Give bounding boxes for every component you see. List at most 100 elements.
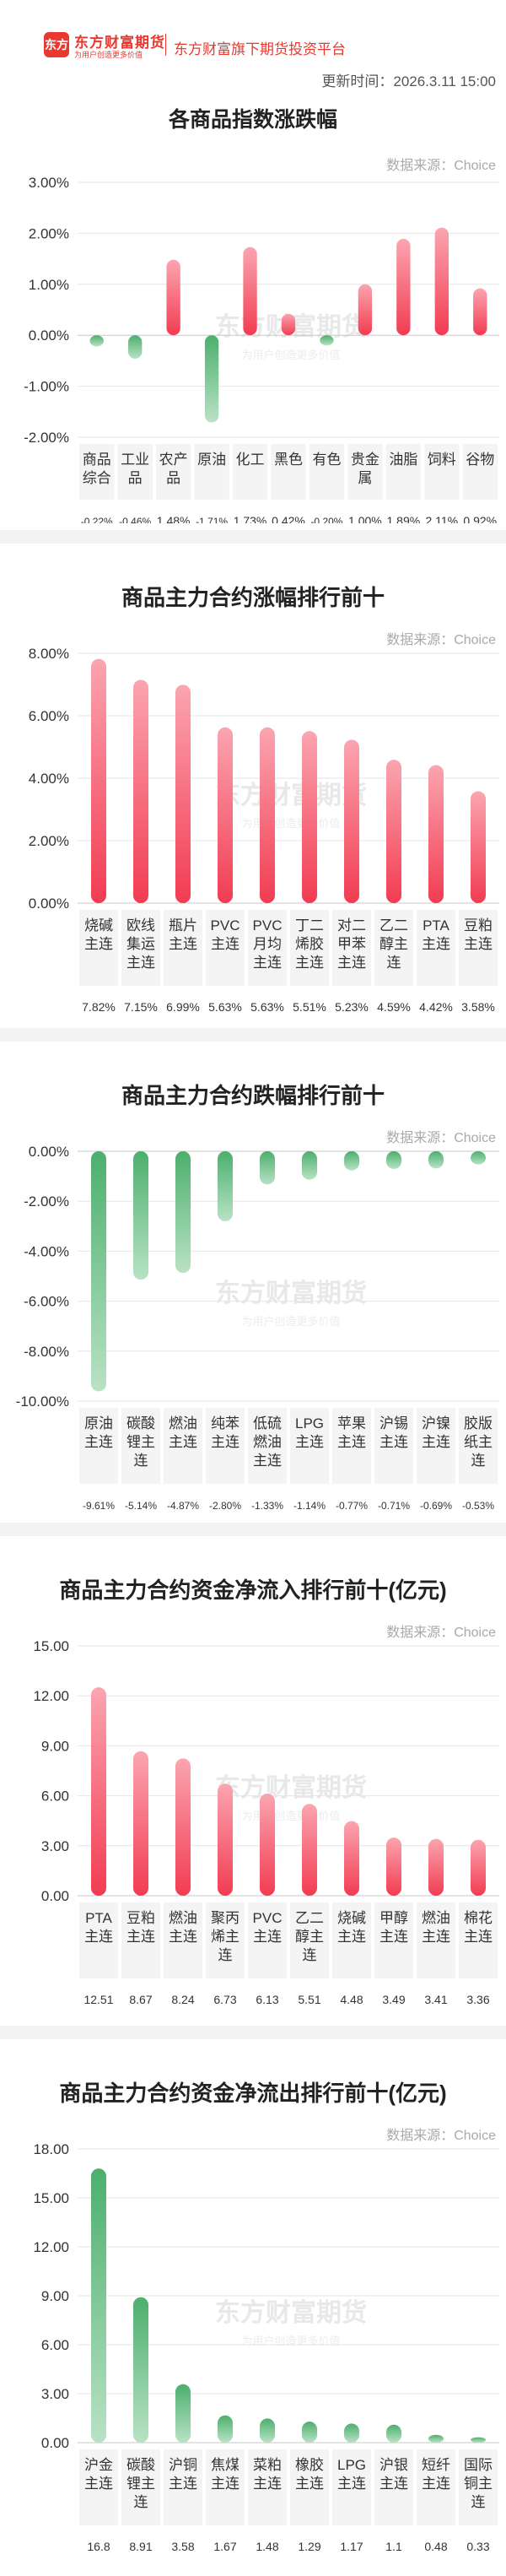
bar	[218, 727, 233, 903]
bar	[281, 313, 296, 336]
brand-logo-icon: 东方	[44, 32, 69, 57]
page-header: 东方 东方财富期货 为用户创造更多价值 东方财富旗下期货投资平台 更新时间：20…	[0, 0, 506, 93]
chart-index-change: 东方财富期货为用户创造更多价值3.00%2.00%1.00%0.00%-1.00…	[24, 175, 499, 523]
category-label: 短纤主连	[422, 2457, 450, 2492]
category-label-box	[290, 910, 329, 986]
category-label-box	[164, 1902, 202, 1978]
bar	[175, 1151, 191, 1274]
bar	[302, 731, 317, 903]
category-label: 有色	[312, 452, 341, 468]
category-label: LPG 主连	[337, 2457, 366, 2492]
category-label-box	[206, 910, 245, 986]
y-tick-label: 2.00%	[29, 225, 69, 241]
category-label: PVC 月均主连	[253, 917, 283, 971]
category-label-box	[164, 910, 202, 986]
category-label: 化工	[236, 452, 265, 468]
value-label: 1.29	[298, 2540, 320, 2552]
y-tick-label: 3.00	[41, 2386, 69, 2402]
y-tick-label: 3.00%	[29, 175, 69, 191]
y-tick-label: 15.00	[33, 2190, 69, 2206]
category-label-box	[206, 1408, 245, 1484]
page-title: 各商品指数涨跌幅	[168, 108, 337, 132]
y-tick-label: 0.00%	[29, 1144, 69, 1160]
value-label: 7.15%	[124, 1000, 158, 1014]
bar	[473, 288, 487, 336]
value-label: 1.17	[340, 2540, 363, 2552]
value-label: 1.1	[385, 2540, 402, 2552]
bar	[218, 1151, 233, 1221]
section-divider	[0, 2026, 506, 2039]
bar	[133, 2297, 148, 2443]
category-label: 沪银主连	[380, 2457, 408, 2492]
category-label-box	[332, 2449, 371, 2525]
value-label: -0.71%	[378, 1500, 410, 1512]
y-tick-label: 1.00%	[29, 277, 69, 293]
category-label-box	[248, 1408, 287, 1484]
category-label-box	[332, 1408, 371, 1484]
category-label: 沪镍主连	[422, 1415, 450, 1450]
value-label: 8.67	[129, 1993, 152, 2006]
category-label: 乙二醇主连	[380, 917, 408, 971]
y-tick-label: 4.00%	[29, 771, 69, 787]
category-label-box	[309, 444, 345, 500]
platform-label: 东方财富旗下期货投资平台	[174, 41, 346, 57]
category-label: 饲料	[428, 452, 456, 468]
value-label: -0.53%	[462, 1500, 494, 1512]
update-time: 更新时间：2026.3.11 15:00	[321, 73, 496, 89]
y-tick-label: 0.00%	[29, 327, 69, 344]
category-label-box	[385, 444, 422, 500]
category-label: 瓶片主连	[169, 917, 197, 952]
value-label: 0.33	[466, 2540, 489, 2552]
y-tick-label: -4.00%	[24, 1243, 69, 1259]
watermark-text: 东方财富期货	[215, 781, 367, 809]
value-label: 5.63%	[250, 1000, 284, 1014]
watermark-subtext: 为用户创造更多价值	[241, 817, 340, 830]
bar	[344, 1821, 359, 1896]
category-label: 原油	[197, 452, 226, 468]
category-label: 碳酸锂主连	[126, 1415, 155, 1469]
brand-name: 东方财富期货	[74, 35, 165, 51]
bar	[302, 2422, 317, 2443]
category-label: 棉花主连	[464, 1910, 493, 1945]
value-label: -1.33%	[251, 1500, 283, 1512]
value-label: 5.51	[298, 1993, 320, 2006]
watermark-subtext: 为用户创造更多价值	[241, 2335, 340, 2347]
category-label-box	[121, 1902, 160, 1978]
category-label-box	[424, 444, 460, 500]
category-label: 黑色	[274, 452, 303, 468]
category-label: 国际铜主连	[464, 2457, 493, 2510]
category-label-box	[232, 444, 268, 500]
category-label: 燃油主连	[169, 1910, 197, 1945]
bar	[89, 335, 104, 347]
value-label: 6.73	[213, 1993, 236, 2006]
value-label: 1.73%	[234, 514, 267, 523]
bar	[91, 1151, 106, 1392]
category-label-box	[374, 910, 413, 986]
value-label: -5.14%	[125, 1500, 157, 1512]
value-label: -4.87%	[167, 1500, 199, 1512]
bar	[428, 765, 444, 903]
category-label: PVC 主连	[253, 1910, 283, 1945]
y-tick-label: 15.00	[33, 1638, 69, 1654]
bar	[434, 227, 449, 336]
value-label: 4.59%	[377, 1000, 411, 1014]
y-tick-label: -2.00%	[24, 430, 69, 446]
bar	[471, 791, 486, 903]
value-label: 4.48	[340, 1993, 363, 2006]
y-tick-label: 12.00	[33, 2239, 69, 2255]
value-label: 1.48%	[157, 514, 191, 523]
bar	[260, 2418, 275, 2443]
bar	[260, 1794, 275, 1896]
category-label: 豆粕主连	[126, 1910, 155, 1945]
bar	[91, 1687, 106, 1896]
category-label-box	[206, 1902, 245, 1978]
category-label-box	[374, 1902, 413, 1978]
value-label: 8.24	[171, 1993, 194, 2006]
section-top-gainers: 商品主力合约涨幅排行前十 数据来源：Choice 东方财富期货 为用户创造更多价值…	[0, 544, 506, 1025]
category-label-box	[417, 2449, 455, 2525]
